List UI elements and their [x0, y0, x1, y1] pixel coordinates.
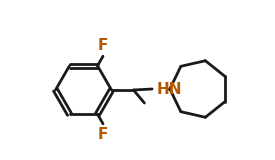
- Text: F: F: [98, 127, 108, 142]
- Text: HN: HN: [156, 81, 182, 96]
- Text: F: F: [98, 38, 108, 53]
